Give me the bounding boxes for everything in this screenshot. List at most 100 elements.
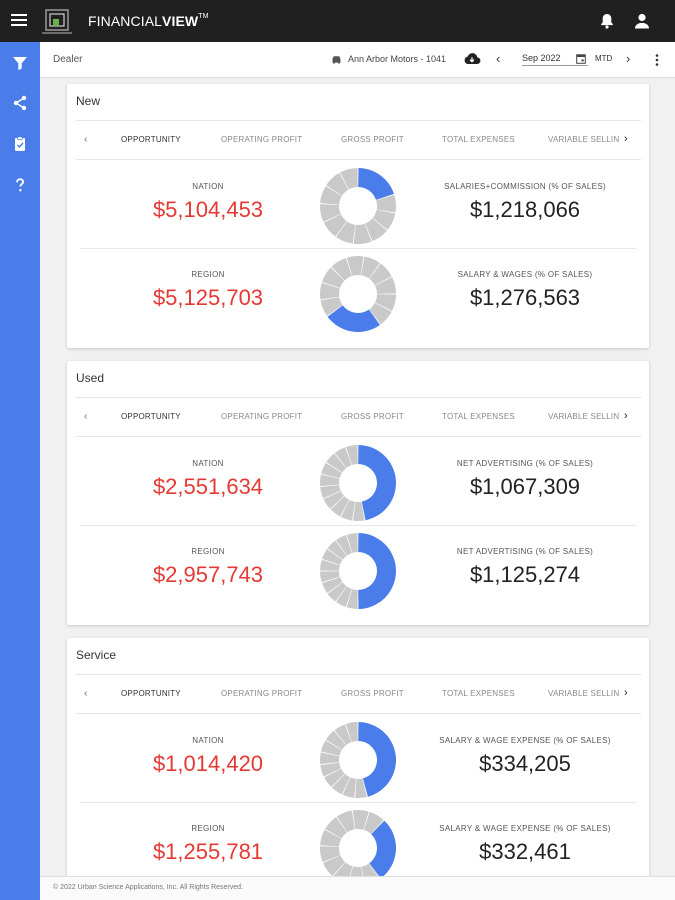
donut-segment[interactable] (336, 810, 355, 833)
donut-segment[interactable] (365, 218, 387, 242)
tab-gross-profit[interactable]: GROSS PROFIT (341, 412, 404, 421)
donut-segment[interactable] (323, 491, 345, 509)
donut-segment[interactable] (340, 499, 356, 521)
tabs-scroll-left-button[interactable]: ‹ (84, 688, 88, 699)
donut-segment[interactable] (346, 589, 358, 609)
donut-segment[interactable] (331, 773, 350, 795)
tabs-scroll-left-button[interactable]: ‹ (84, 134, 88, 145)
donut-segment[interactable] (331, 258, 352, 281)
donut-segment[interactable] (320, 485, 341, 499)
more-options-icon[interactable] (653, 53, 661, 67)
donut-segment[interactable] (336, 586, 352, 607)
donut-segment[interactable] (346, 445, 358, 465)
donut-segment[interactable] (320, 752, 340, 765)
tab-gross-profit[interactable]: GROSS PROFIT (341, 135, 404, 144)
donut-segment[interactable] (330, 496, 350, 517)
donut-segment[interactable] (375, 294, 396, 311)
donut-segment[interactable] (326, 172, 349, 196)
tab-variable-selling[interactable]: VARIABLE SELLING (548, 689, 619, 698)
filter-icon[interactable] (11, 54, 29, 72)
tab-total-expenses[interactable]: TOTAL EXPENSES (442, 689, 515, 698)
donut-segment-highlight[interactable] (358, 168, 394, 200)
date-input[interactable]: Sep 2022 (522, 53, 588, 66)
donut-segment[interactable] (363, 811, 384, 834)
donut-segment[interactable] (352, 501, 365, 521)
donut-segment[interactable] (325, 816, 348, 839)
donut-segment[interactable] (334, 724, 352, 746)
help-icon[interactable] (11, 176, 29, 194)
donut-segment[interactable] (324, 768, 345, 788)
donut-segment[interactable] (323, 214, 347, 237)
donut-segment-highlight[interactable] (369, 820, 396, 879)
tab-gross-profit[interactable]: GROSS PROFIT (341, 689, 404, 698)
donut-segment[interactable] (320, 740, 342, 756)
donut-segment[interactable] (369, 302, 392, 325)
donut-segment[interactable] (340, 168, 358, 190)
donut-segment[interactable] (376, 194, 396, 213)
tab-opportunity[interactable]: OPPORTUNITY (121, 135, 181, 144)
share-icon[interactable] (11, 94, 29, 112)
next-period-button[interactable]: › (626, 51, 631, 66)
donut-chart[interactable] (319, 444, 397, 522)
donut-segment[interactable] (336, 535, 352, 556)
donut-segment-highlight[interactable] (358, 533, 396, 609)
tab-operating-profit[interactable]: OPERATING PROFIT (221, 689, 303, 698)
account-icon[interactable] (633, 12, 651, 30)
bell-icon[interactable] (598, 12, 616, 30)
tab-opportunity[interactable]: OPPORTUNITY (121, 689, 181, 698)
donut-segment[interactable] (320, 846, 341, 863)
donut-segment[interactable] (320, 204, 341, 222)
donut-segment[interactable] (372, 209, 396, 230)
donut-segment[interactable] (361, 256, 380, 279)
donut-segment[interactable] (375, 277, 396, 294)
donut-chart[interactable] (319, 255, 397, 333)
donut-segment-highlight[interactable] (358, 722, 396, 797)
tabs-scroll-left-button[interactable]: ‹ (84, 411, 88, 422)
donut-segment[interactable] (342, 777, 357, 798)
donut-segment[interactable] (355, 778, 368, 798)
donut-segment[interactable] (336, 221, 356, 244)
clipboard-icon[interactable] (11, 135, 29, 153)
donut-segment[interactable] (322, 549, 343, 565)
donut-segment[interactable] (345, 722, 358, 743)
tab-total-expenses[interactable]: TOTAL EXPENSES (442, 135, 515, 144)
donut-segment[interactable] (321, 462, 342, 479)
donut-segment[interactable] (326, 453, 347, 473)
menu-icon[interactable] (8, 11, 30, 31)
donut-segment[interactable] (327, 582, 347, 602)
donut-chart[interactable] (319, 532, 397, 610)
cloud-download-icon[interactable] (463, 51, 481, 67)
tabs-scroll-right-button[interactable]: › (624, 410, 628, 422)
donut-segment[interactable] (346, 533, 358, 553)
tab-total-expenses[interactable]: TOTAL EXPENSES (442, 412, 515, 421)
donut-segment-highlight[interactable] (327, 305, 380, 332)
donut-segment[interactable] (322, 267, 345, 288)
donut-segment[interactable] (320, 762, 341, 777)
donut-segment[interactable] (353, 223, 372, 244)
tabs-scroll-right-button[interactable]: › (624, 687, 628, 699)
tab-variable-selling[interactable]: VARIABLE SELLING (548, 412, 619, 421)
period-selector[interactable]: MTD (595, 54, 613, 63)
donut-chart[interactable] (319, 721, 397, 799)
donut-segment[interactable] (320, 474, 340, 487)
tab-operating-profit[interactable]: OPERATING PROFIT (221, 135, 303, 144)
donut-segment[interactable] (352, 810, 369, 830)
dealer-selector[interactable]: Ann Arbor Motors - 1041 (348, 54, 447, 64)
donut-segment[interactable] (327, 540, 347, 560)
donut-segment[interactable] (320, 829, 342, 847)
tab-opportunity[interactable]: OPPORTUNITY (121, 412, 181, 421)
calendar-icon[interactable] (576, 53, 586, 64)
donut-segment[interactable] (320, 559, 340, 571)
previous-period-button[interactable]: ‹ (496, 51, 501, 66)
tab-variable-selling[interactable]: VARIABLE SELLING (548, 135, 619, 144)
donut-chart[interactable] (319, 167, 397, 245)
donut-segment[interactable] (369, 263, 392, 286)
donut-segment[interactable] (323, 855, 346, 877)
tab-operating-profit[interactable]: OPERATING PROFIT (221, 412, 303, 421)
donut-segment[interactable] (320, 282, 340, 300)
donut-segment[interactable] (322, 577, 343, 593)
donut-segment[interactable] (346, 256, 364, 276)
donut-segment-highlight[interactable] (358, 445, 396, 521)
donut-segment[interactable] (320, 186, 342, 205)
donut-segment[interactable] (320, 571, 340, 583)
